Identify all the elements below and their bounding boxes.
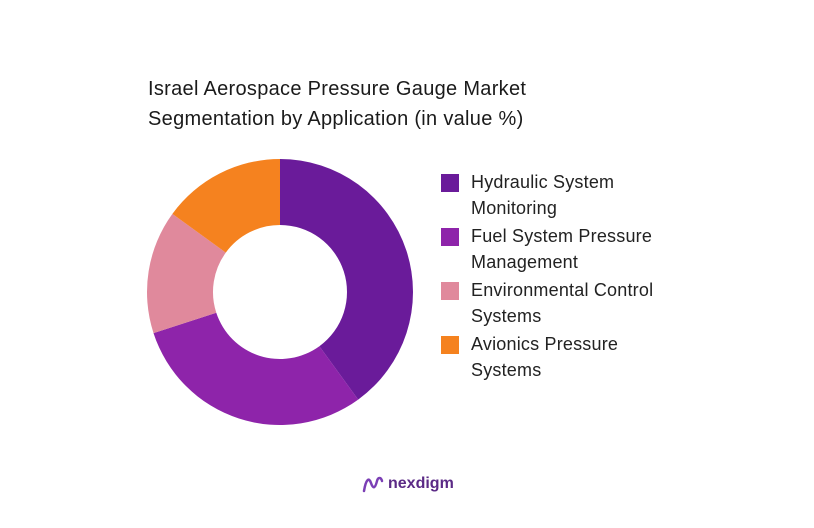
legend: Hydraulic System Monitoring Fuel System P… — [441, 169, 721, 385]
legend-label: Hydraulic System Monitoring — [471, 172, 615, 218]
donut-slice — [153, 312, 359, 425]
legend-item: Hydraulic System Monitoring — [441, 169, 721, 221]
legend-label: Environmental Control Systems — [471, 280, 654, 326]
logo-icon — [362, 476, 384, 493]
legend-label: Avionics Pressure Systems — [471, 334, 619, 380]
legend-item: Environmental Control Systems — [441, 277, 721, 329]
chart-title: Israel Aerospace Pressure Gauge Market S… — [148, 78, 527, 130]
legend-swatch — [441, 174, 459, 192]
legend-swatch — [441, 228, 459, 246]
legend-swatch — [441, 336, 459, 354]
donut-slice — [147, 213, 226, 334]
legend-swatch — [441, 282, 459, 300]
donut-slice — [280, 159, 413, 400]
legend-item: Avionics Pressure Systems — [441, 331, 721, 383]
logo: nexdigm — [362, 473, 454, 495]
legend-item: Fuel System Pressure Management — [441, 223, 721, 275]
brand: nexdigm — [388, 475, 454, 492]
donut-slice — [172, 159, 280, 253]
legend-label: Fuel System Pressure Management — [471, 226, 653, 272]
